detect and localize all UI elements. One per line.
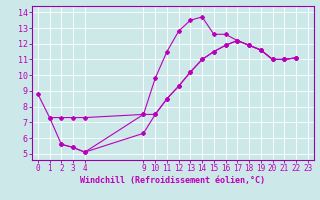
X-axis label: Windchill (Refroidissement éolien,°C): Windchill (Refroidissement éolien,°C) (80, 176, 265, 185)
